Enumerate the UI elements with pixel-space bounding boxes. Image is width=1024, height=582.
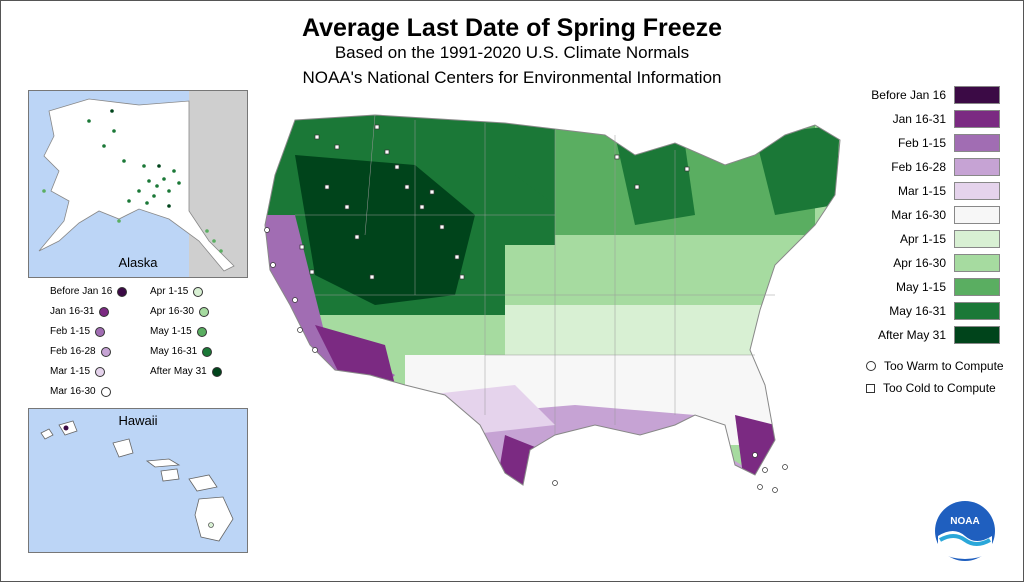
legend-swatch xyxy=(954,181,1000,200)
inset-key-dot xyxy=(198,306,209,317)
inset-key-label: Feb 16-28 xyxy=(50,346,96,357)
noaa-logo-text: NOAA xyxy=(950,516,979,527)
legend-item-label: Jan 16-31 xyxy=(892,111,946,126)
legend-swatch xyxy=(954,253,1000,272)
inset-key-label: Mar 16-30 xyxy=(50,386,96,397)
legend-swatch xyxy=(954,301,1000,320)
inset-key-label: Apr 1-15 xyxy=(150,286,189,297)
legend-item-label: Apr 16-30 xyxy=(893,255,946,270)
legend-item: May 16-31 xyxy=(850,301,1000,320)
inset-key-dot xyxy=(211,366,222,377)
inset-key-label: Mar 1-15 xyxy=(50,366,91,377)
alaska-inset: Alaska xyxy=(28,90,248,278)
too-warm-label: Too Warm to Compute xyxy=(884,359,1004,373)
legend-swatch xyxy=(954,277,1000,296)
inset-key-item: Mar 16-30 xyxy=(50,386,111,397)
square-icon xyxy=(866,383,875,393)
legend-item: After May 31 xyxy=(850,325,1000,344)
legend-item: Apr 1-15 xyxy=(850,229,1000,248)
legend-item: Feb 16-28 xyxy=(850,157,1000,176)
legend-item: May 1-15 xyxy=(850,277,1000,296)
inset-key-dot xyxy=(95,366,106,377)
legend-swatch xyxy=(954,85,1000,104)
legend-item: Apr 16-30 xyxy=(850,253,1000,272)
inset-key-dot xyxy=(100,386,111,397)
inset-key-item: May 1-15 xyxy=(150,326,207,337)
inset-key-dot xyxy=(193,286,204,297)
inset-key-label: May 16-31 xyxy=(150,346,198,357)
inset-key-dot xyxy=(117,286,128,297)
hawaii-map xyxy=(40,420,234,542)
circle-icon xyxy=(866,361,876,371)
inset-key-item: Feb 16-28 xyxy=(50,346,111,357)
inset-key-label: May 1-15 xyxy=(150,326,192,337)
inset-key-label: Feb 1-15 xyxy=(50,326,91,337)
inset-key-label: Apr 16-30 xyxy=(150,306,194,317)
legend-item: Jan 16-31 xyxy=(850,109,1000,128)
legend-item: Mar 16-30 xyxy=(850,205,1000,224)
legend-item-label: Feb 16-28 xyxy=(891,159,946,174)
legend-item-label: Feb 1-15 xyxy=(897,135,946,150)
inset-key-item: After May 31 xyxy=(150,366,222,377)
inset-key-dot xyxy=(99,306,110,317)
legend-item: Feb 1-15 xyxy=(850,133,1000,152)
inset-key-dot xyxy=(95,326,106,337)
inset-key-dot xyxy=(202,346,213,357)
legend-item-label: Mar 1-15 xyxy=(897,183,946,198)
legend-too-cold: Too Cold to Compute xyxy=(866,381,996,395)
alaska-label: Alaska xyxy=(118,255,158,270)
legend-too-warm: Too Warm to Compute xyxy=(866,359,1004,373)
map-title: Average Last Date of Spring Freeze xyxy=(301,14,723,42)
inset-key-item: Feb 1-15 xyxy=(50,326,106,337)
legend-item-label: May 1-15 xyxy=(895,279,946,294)
noaa-logo: NOAA xyxy=(935,501,995,561)
map-source: NOAA's National Centers for Environmenta… xyxy=(302,68,722,87)
legend-item-label: Apr 1-15 xyxy=(899,231,946,246)
legend-item-label: Before Jan 16 xyxy=(871,87,946,102)
inset-key-item: Apr 16-30 xyxy=(150,306,209,317)
map-subtitle: Based on the 1991-2020 U.S. Climate Norm… xyxy=(334,43,690,62)
hawaii-label: Hawaii xyxy=(118,413,158,428)
inset-key-item: Before Jan 16 xyxy=(50,286,128,297)
legend-swatch xyxy=(954,109,1000,128)
conus-map xyxy=(264,114,841,493)
inset-key-dot xyxy=(196,326,207,337)
legend-swatch xyxy=(954,205,1000,224)
inset-key-label: Before Jan 16 xyxy=(50,286,113,297)
legend-item-label: Mar 16-30 xyxy=(891,207,946,222)
legend-swatch xyxy=(954,229,1000,248)
legend-item-label: After May 31 xyxy=(877,327,946,342)
inset-key-item: Mar 1-15 xyxy=(50,366,106,377)
legend-swatch xyxy=(954,157,1000,176)
too-cold-label: Too Cold to Compute xyxy=(883,381,996,395)
inset-key-item: Jan 16-31 xyxy=(50,306,110,317)
inset-key-item: Apr 1-15 xyxy=(150,286,204,297)
inset-key-label: Jan 16-31 xyxy=(50,306,95,317)
alaska-map xyxy=(38,91,247,277)
inset-key-item: May 16-31 xyxy=(150,346,213,357)
inset-key-label: After May 31 xyxy=(150,366,207,377)
legend-item: Mar 1-15 xyxy=(850,181,1000,200)
legend-item-label: May 16-31 xyxy=(889,303,946,318)
legend-swatch xyxy=(954,133,1000,152)
legend-swatch xyxy=(954,325,1000,344)
hawaii-inset: Hawaii xyxy=(28,408,248,553)
inset-key-dot xyxy=(100,346,111,357)
inset-key: Before Jan 16 Jan 16-31 Feb 1-15 Feb 16-28 M… xyxy=(28,278,246,406)
legend-item: Before Jan 16 xyxy=(850,85,1000,104)
